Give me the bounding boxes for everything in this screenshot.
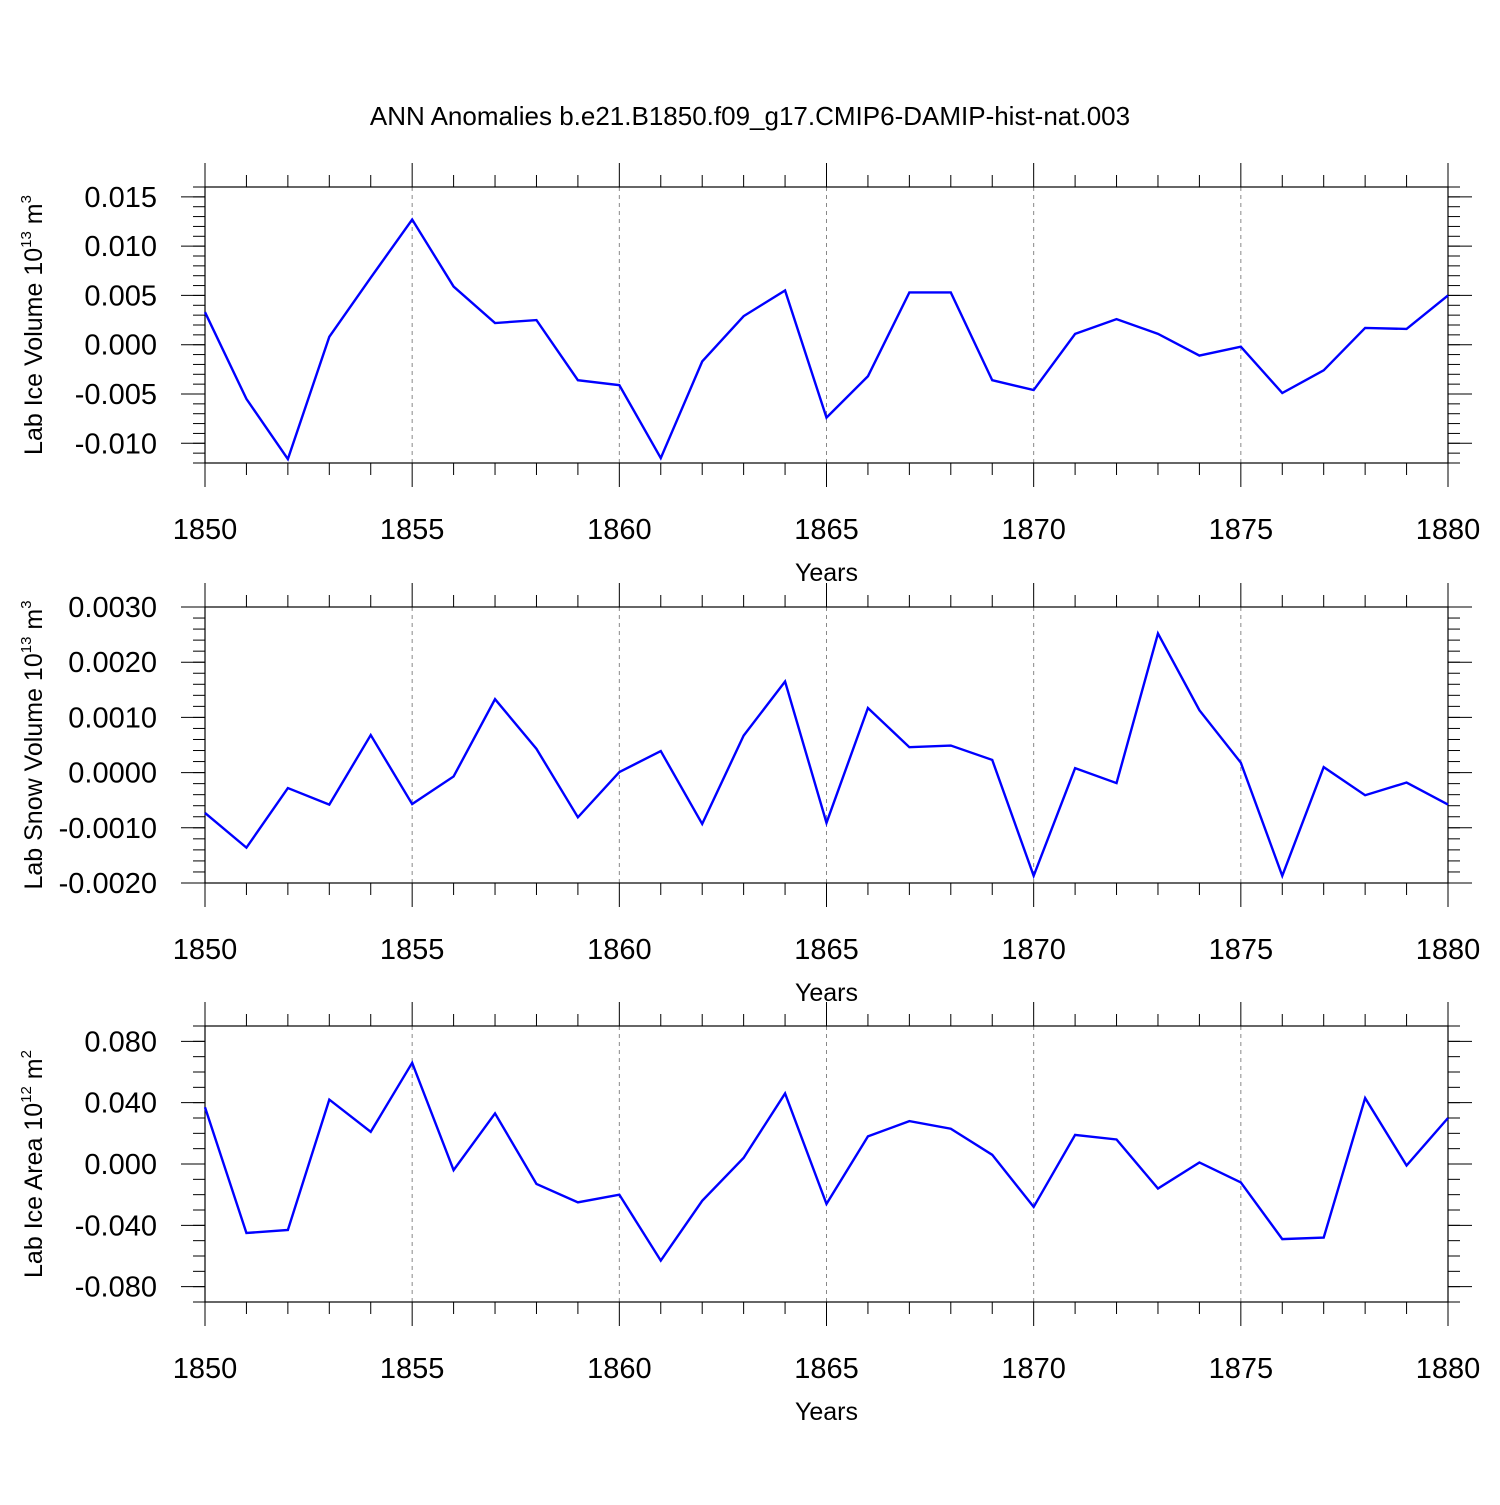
x-tick-label: 1875: [1209, 934, 1274, 966]
y-tick-label: 0.015: [84, 182, 157, 214]
x-axis-label: Years: [795, 1398, 858, 1426]
y-tick-label: 0.0020: [68, 647, 157, 679]
y-tick-label: -0.080: [75, 1272, 157, 1304]
y-axis-label-prefix: Lab Snow Volume 10: [20, 653, 48, 889]
y-tick-label: 0.000: [84, 330, 157, 362]
y-tick-label: 0.0030: [68, 592, 157, 624]
y-axis-label-unit: m: [20, 203, 48, 231]
panel-ice-area: 1850 1855 1860 1865 1870 1875 1880 0.080 0.040 0.…: [18, 1002, 1480, 1426]
series-line: [203, 217, 1449, 462]
y-tick-label: -0.0020: [59, 868, 157, 900]
x-axis-label: Years: [795, 559, 858, 587]
x-tick-label: 1875: [1209, 1353, 1274, 1385]
y-tick-label: -0.040: [75, 1210, 157, 1242]
x-tick-label: 1865: [794, 514, 859, 546]
x-tick-label: 1880: [1416, 514, 1481, 546]
y-tick-label: -0.010: [75, 428, 157, 460]
y-axis-label-exp: 12: [18, 1086, 35, 1103]
y-axis-label-exp: 13: [18, 231, 35, 248]
x-tick-label: 1865: [794, 1353, 859, 1385]
x-tick-label: 1855: [380, 514, 445, 546]
panel-ice-volume: 1850 1855 1860 1865 1870 1875 1880 0.015 0.010 0.…: [18, 163, 1480, 587]
x-tick-label: 1860: [587, 934, 652, 966]
y-tick-label: 0.005: [84, 280, 157, 312]
y-tick-label: 0.080: [84, 1026, 157, 1058]
plot-frame: [204, 186, 1449, 464]
x-tick-label: 1870: [1001, 934, 1066, 966]
y-axis-label-exp: 13: [18, 637, 35, 654]
y-axis-label: Lab Snow Volume 1013 m3: [18, 600, 48, 889]
x-tick-label: 1855: [380, 934, 445, 966]
y-axis-label-unit-exp: 3: [18, 195, 35, 203]
x-tick-label: 1850: [173, 514, 238, 546]
series-line: [203, 1060, 1449, 1263]
y-tick-label: -0.0010: [59, 813, 157, 845]
x-tick-label: 1865: [794, 934, 859, 966]
x-tick-label: 1855: [380, 1353, 445, 1385]
x-tick-label: 1850: [173, 1353, 238, 1385]
x-tick-label: 1860: [587, 1353, 652, 1385]
y-axis-label-unit: m: [20, 609, 48, 637]
chart-title: ANN Anomalies b.e21.B1850.f09_g17.CMIP6-…: [370, 101, 1130, 131]
y-axis-label-unit: m: [20, 1058, 48, 1086]
x-tick-label: 1870: [1001, 514, 1066, 546]
x-tick-label: 1880: [1416, 934, 1481, 966]
y-tick-label: -0.005: [75, 379, 157, 411]
y-tick-label: 0.0000: [68, 758, 157, 790]
plot-frame: [204, 1025, 1449, 1303]
y-axis-label: Lab Ice Area 1012 m2: [18, 1050, 48, 1278]
x-tick-label: 1870: [1001, 1353, 1066, 1385]
x-tick-label: 1860: [587, 514, 652, 546]
series-line: [204, 630, 1449, 880]
y-axis-label-unit-exp: 2: [18, 1050, 35, 1058]
y-axis-label: Lab Ice Volume 1013 m3: [18, 195, 48, 455]
x-tick-label: 1875: [1209, 514, 1274, 546]
y-tick-label: 0.010: [84, 231, 157, 263]
y-axis-label-prefix: Lab Ice Area 10: [20, 1103, 48, 1278]
y-tick-label: 0.0010: [68, 702, 157, 734]
y-axis-label-prefix: Lab Ice Volume 10: [20, 248, 48, 455]
y-tick-label: 0.000: [84, 1149, 157, 1181]
y-axis-label-unit-exp: 3: [18, 600, 35, 608]
y-tick-label: 0.040: [84, 1088, 157, 1120]
plot-frame: [204, 606, 1449, 884]
x-tick-label: 1880: [1416, 1353, 1481, 1385]
panel-snow-volume: 1850 1855 1860 1865 1870 1875 1880 0.0030 0.0020…: [18, 583, 1480, 1007]
x-tick-label: 1850: [173, 934, 238, 966]
